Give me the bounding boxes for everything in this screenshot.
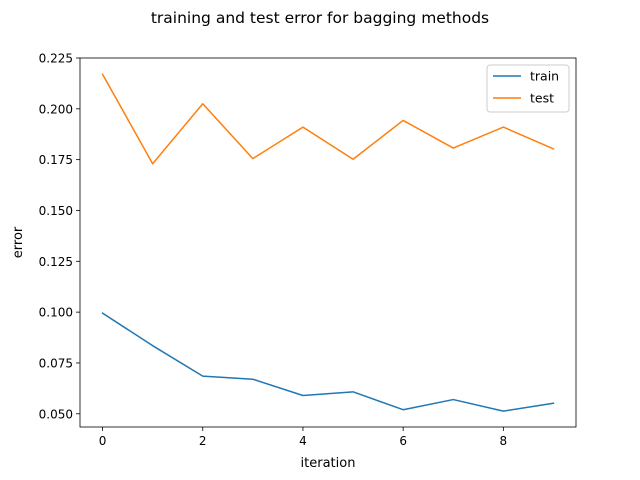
chart-title: training and test error for bagging meth… bbox=[151, 9, 489, 27]
y-axis: 0.050 0.075 0.100 0.125 0.150 0.175 0.200 0.225 bbox=[39, 52, 80, 421]
x-tick-label: 4 bbox=[299, 434, 307, 448]
x-axis: 0 2 4 6 8 bbox=[99, 427, 507, 448]
y-tick-label: 0.175 bbox=[39, 153, 73, 167]
legend: train test bbox=[486, 64, 570, 113]
y-tick-label: 0.100 bbox=[39, 306, 73, 320]
x-tick-label: 2 bbox=[199, 434, 207, 448]
legend-entries: train test bbox=[493, 69, 559, 106]
x-tick-label: 8 bbox=[500, 434, 508, 448]
series-layer bbox=[101, 73, 555, 412]
y-tick-label: 0.075 bbox=[39, 356, 73, 370]
plot-area bbox=[79, 57, 577, 428]
y-tick-label: 0.150 bbox=[39, 204, 73, 218]
series-line-train bbox=[101, 312, 555, 412]
y-axis-label: error bbox=[11, 226, 26, 258]
legend-label-test: test bbox=[530, 91, 554, 106]
x-axis-label: iteration bbox=[301, 456, 356, 471]
y-tick-label: 0.125 bbox=[39, 255, 73, 269]
y-tick-label: 0.225 bbox=[39, 52, 73, 66]
x-tick-label: 0 bbox=[99, 434, 107, 448]
y-tick-label: 0.200 bbox=[39, 102, 73, 116]
x-tick-label: 6 bbox=[399, 434, 407, 448]
legend-label-train: train bbox=[530, 69, 559, 84]
plot-frame bbox=[79, 57, 577, 428]
series-line-test bbox=[101, 73, 555, 165]
y-tick-label: 0.050 bbox=[39, 407, 73, 421]
